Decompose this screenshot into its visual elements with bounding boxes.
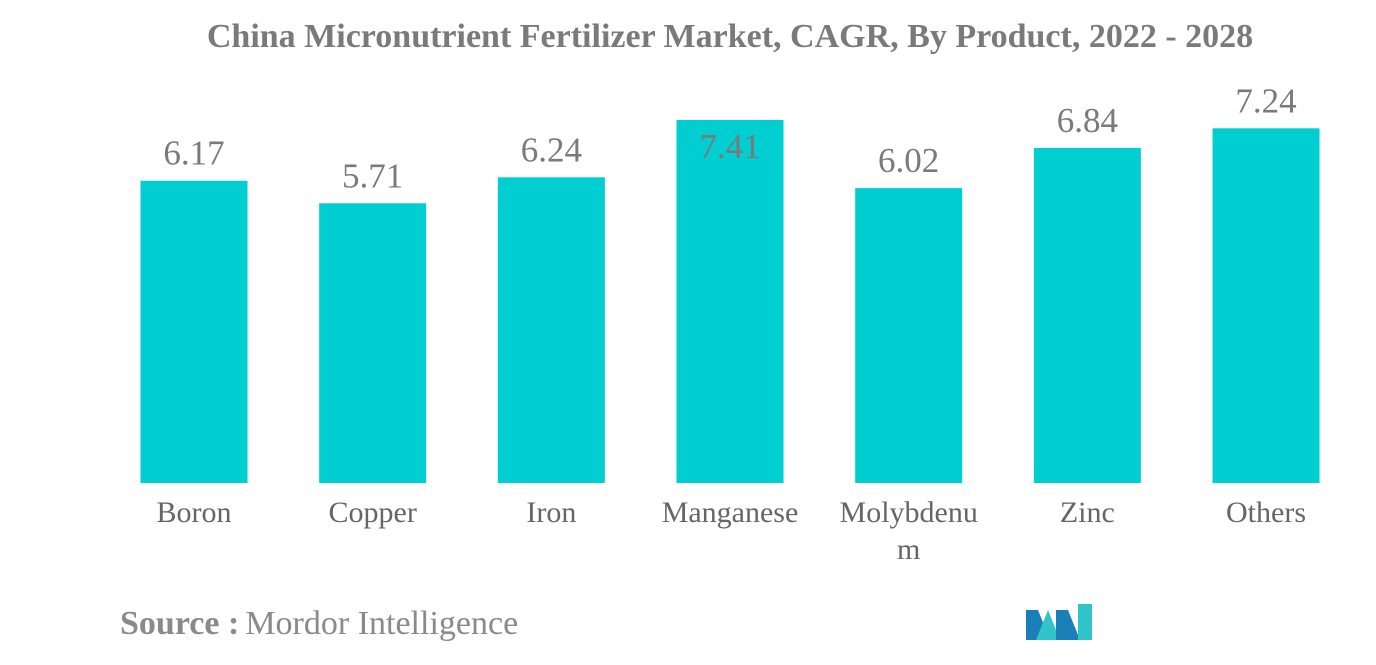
bar-molybdenum bbox=[855, 188, 963, 483]
data-label-copper: 5.71 bbox=[342, 156, 403, 195]
bar-boron bbox=[140, 180, 248, 483]
data-label-boron: 6.17 bbox=[163, 134, 224, 173]
data-label-iron: 6.24 bbox=[521, 130, 582, 169]
x-tick-label-iron: Iron bbox=[526, 496, 576, 529]
bar-manganese bbox=[676, 120, 784, 483]
x-tick-label-others: Others bbox=[1226, 496, 1306, 529]
data-label-others: 7.24 bbox=[1235, 81, 1296, 120]
source-value: Mordor Intelligence bbox=[245, 605, 519, 642]
bar-zinc bbox=[1033, 147, 1141, 483]
source-label: Source : bbox=[120, 605, 240, 642]
x-tick-label-boron: Boron bbox=[157, 496, 232, 529]
bar-others bbox=[1212, 128, 1320, 483]
data-label-manganese: 7.41 bbox=[699, 127, 760, 166]
mordor-intelligence-logo-icon bbox=[1026, 604, 1092, 640]
data-label-molybdenum: 6.02 bbox=[878, 141, 939, 180]
x-tick-label-zinc: Zinc bbox=[1060, 496, 1115, 529]
x-tick-label-manganese: Manganese bbox=[662, 496, 799, 529]
x-tick-label-copper: Copper bbox=[329, 496, 417, 529]
source-line: Source : Mordor Intelligence bbox=[120, 605, 518, 643]
bar-iron bbox=[497, 177, 605, 483]
bar-chart: 6.17 Boron 5.71 Copper 6.24 Iron 7.41 Manganese… bbox=[140, 81, 1320, 566]
x-tick-label-molybdenum: Molybdenu m bbox=[840, 496, 978, 566]
chart-title: China Micronutrient Fertilizer Market, C… bbox=[206, 18, 1254, 55]
bar-copper bbox=[319, 203, 427, 483]
data-label-zinc: 6.84 bbox=[1057, 101, 1118, 140]
